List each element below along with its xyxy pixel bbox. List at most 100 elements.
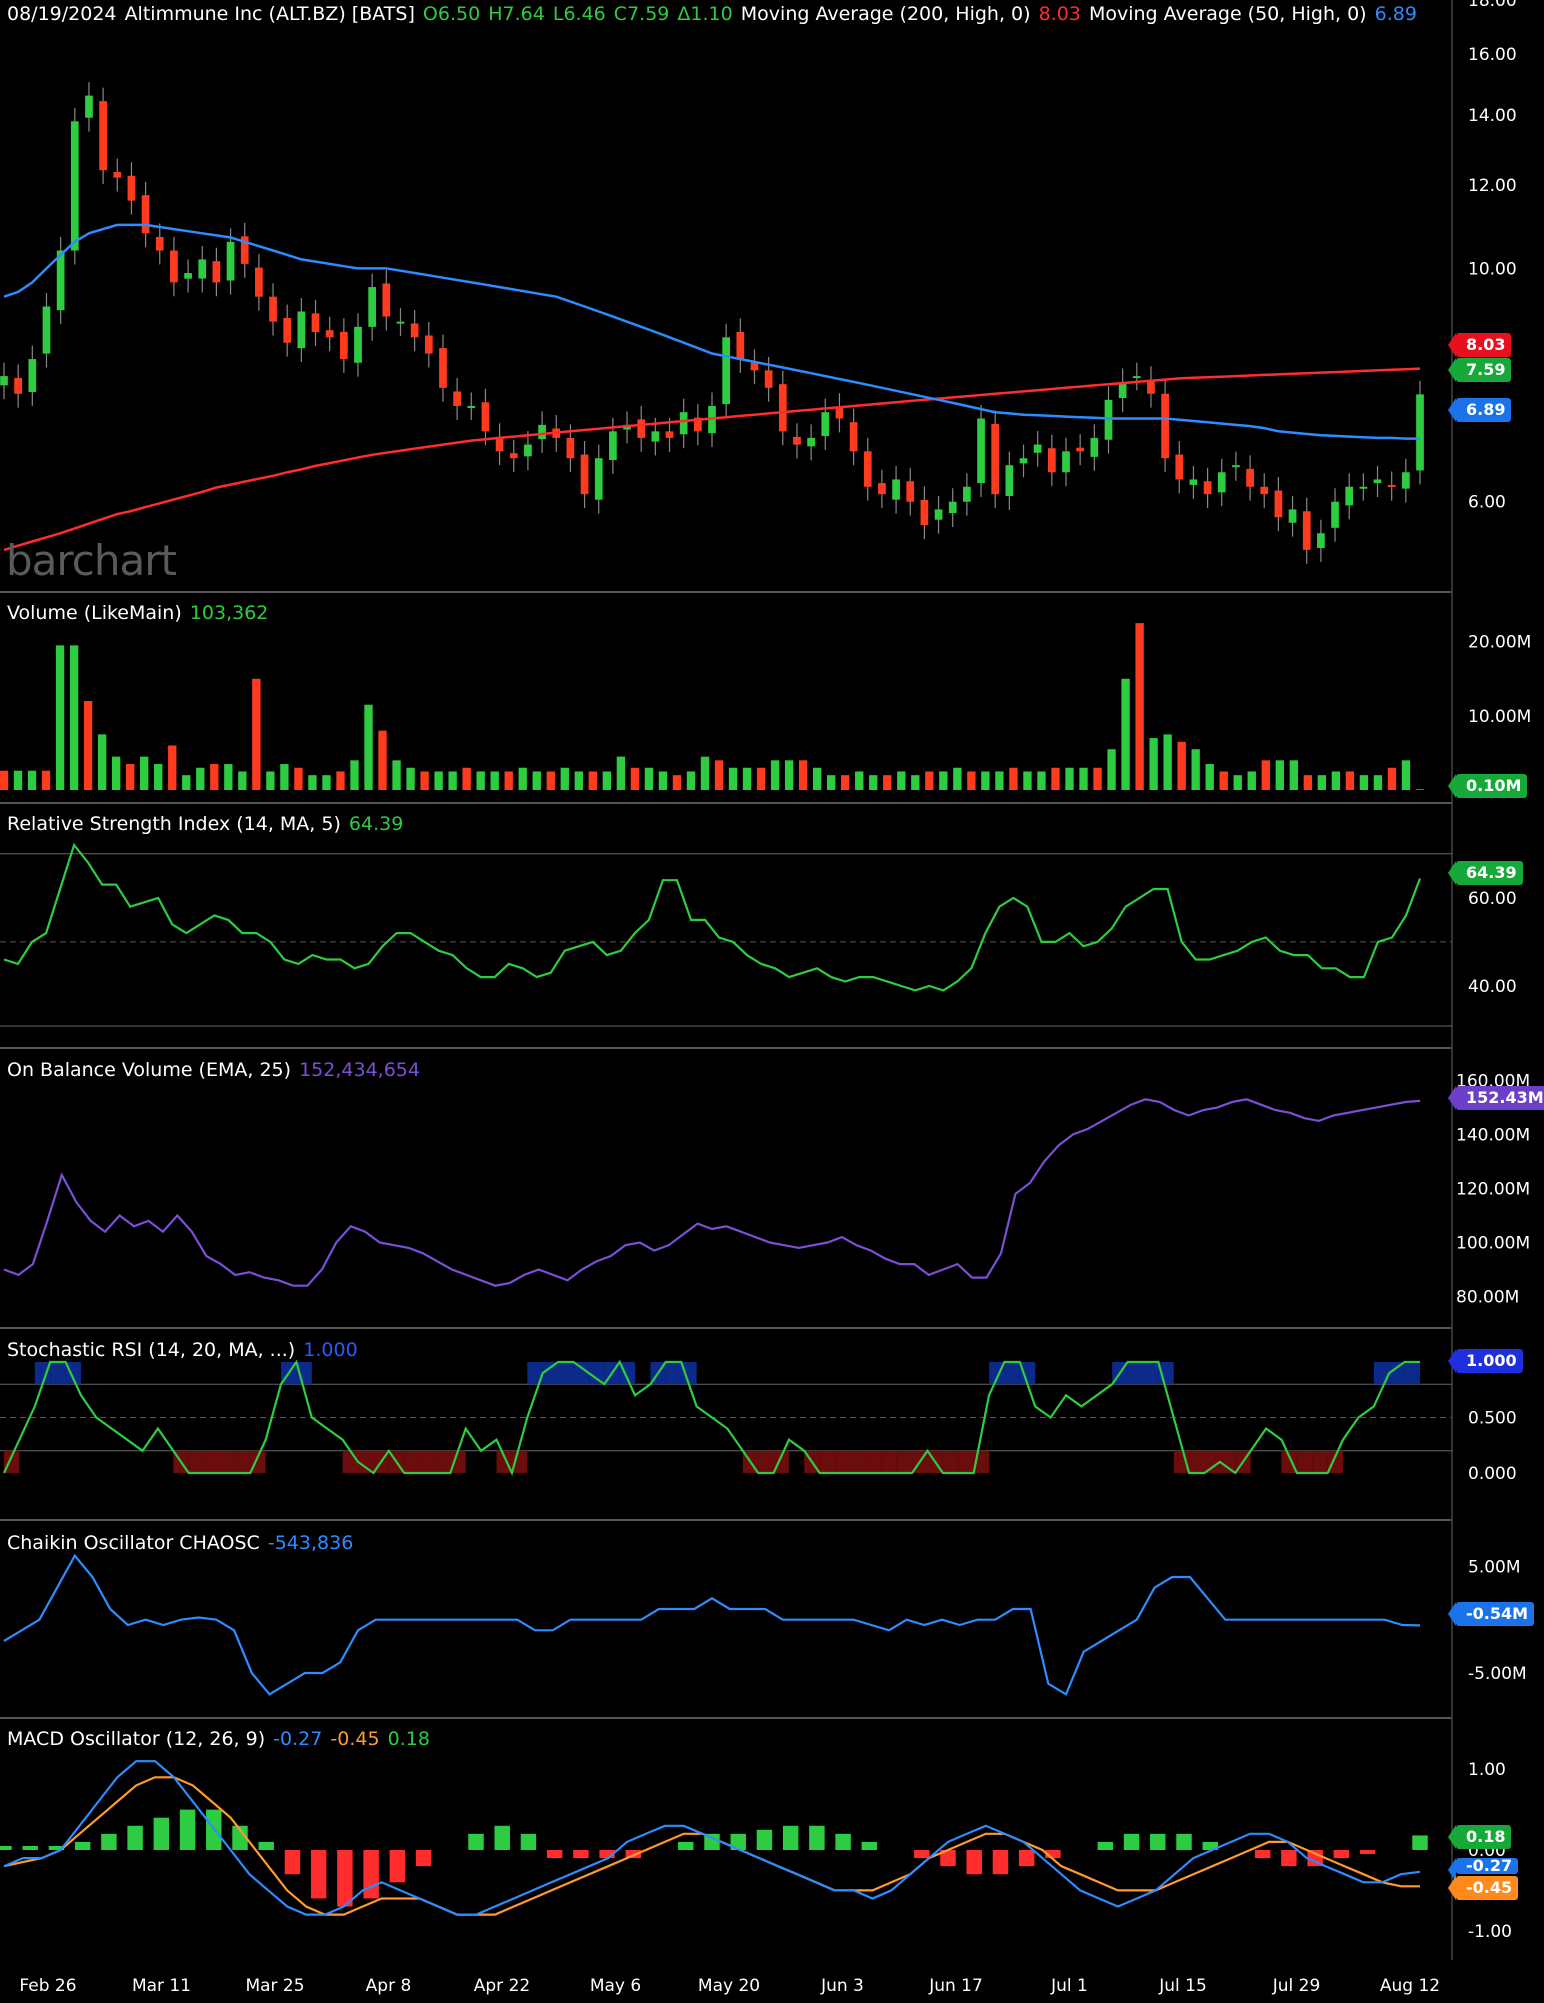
candle-body [396,321,405,324]
candle-body [863,451,872,487]
candle-body [240,236,249,264]
volume-bar [939,771,948,790]
candle-body [651,431,660,442]
chaikin-value: -543,836 [267,1532,354,1554]
price-tick-4: 10.00 [1468,259,1517,279]
obv-value: 152,434,654 [299,1059,420,1081]
volume-bar [672,775,682,790]
candle-body [878,483,886,495]
candle-body [1203,481,1212,495]
volume-value: 103,362 [189,602,269,624]
candle-body [184,273,192,279]
volume-bar [812,767,822,790]
volume-bar [700,756,710,790]
candle-body [736,331,745,360]
stoch-overbought-fill [1404,1362,1420,1385]
stoch-oversold-fill [434,1450,451,1473]
x-tick-4: Apr 22 [474,1976,530,1996]
stoch-oversold-fill [881,1450,897,1473]
candle-body [269,296,277,322]
obv-legend: On Balance Volume (EMA, 25) 152,434,654 [7,1059,422,1081]
price-tick-6: 6.00 [1468,493,1506,513]
obv-tick-1: 140.00M [1456,1125,1530,1145]
volume-bar [308,775,317,790]
candle-body [609,431,617,461]
volume-bar [546,771,555,790]
macd-histogram-bar [546,1850,563,1859]
candle-body [1033,444,1042,453]
candle-body [1260,486,1269,495]
legend-date: 08/19/2024 [7,3,117,25]
macd-tick-0: 1.00 [1468,1760,1506,1780]
stoch-oversold-fill [204,1450,220,1473]
macd-histogram-bar [415,1850,432,1867]
stoch-overbought-fill [1373,1362,1390,1385]
macd-histogram-bar [1123,1833,1140,1850]
volume-bar [1205,764,1214,790]
volume-bar [1233,775,1242,790]
volume-bar [1275,760,1284,790]
stoch-oversold-fill [1219,1450,1236,1473]
stoch-oversold-fill [1312,1450,1328,1473]
volume-bar [532,771,541,790]
candle-body [99,101,107,171]
tag-stoch: 1.000 [1448,1349,1523,1373]
volume-bar [925,771,934,790]
x-tick-5: May 6 [590,1976,641,1996]
volume-bar [1051,767,1060,790]
macd-histogram-bar [1307,1850,1323,1867]
chaikin-line [3,1553,1421,1696]
candle-body [1288,509,1297,523]
stoch-oversold-fill [1281,1450,1297,1473]
stoch-oversold-fill [1204,1450,1220,1473]
volume-bar [1065,767,1074,790]
candle-body [481,402,490,432]
macd-value-signal: -0.45 [330,1728,380,1750]
x-tick-12: Aug 12 [1380,1976,1440,1996]
volume-bar [1149,738,1158,790]
legend-open: O6.50 [422,3,481,25]
volume-bar [55,645,65,790]
candle-body [991,423,1000,495]
candle-body [821,412,830,437]
stoch-overbought-fill [50,1362,66,1385]
legend-change: Δ1.10 [677,3,733,25]
stoch-overbought-fill [558,1362,574,1385]
macd-histogram-bar [782,1825,799,1850]
macd-histogram-bar [0,1845,12,1850]
candle-body [1019,458,1028,464]
candle-body [1274,490,1283,518]
macd-histogram-bar [127,1825,143,1850]
candle-body [594,458,603,500]
volume-bar [602,771,612,790]
candle-body [1076,447,1085,452]
volume-bar [322,775,331,790]
chaikin-tick-1: -5.00M [1468,1664,1527,1684]
volume-bar [588,771,597,790]
macd-histogram-bar [1018,1850,1035,1867]
stoch-oversold-fill [865,1450,882,1473]
macd-histogram-bar [599,1850,615,1859]
legend-ma200-label: Moving Average (200, High, 0) [740,3,1031,25]
stoch-overbought-fill [681,1362,697,1385]
volume-bar [841,775,850,790]
tag-close: 7.59 [1447,358,1512,382]
x-tick-6: May 20 [698,1976,760,1996]
stoch-line [3,1359,1420,1477]
candle-body [849,422,858,452]
stoch-oversold-fill [188,1450,205,1473]
stoch-oversold-fill [250,1450,266,1473]
volume-bar [911,775,920,790]
volume-bar [210,764,219,790]
macd-histogram-bar [625,1850,642,1859]
volume-bar [364,704,373,790]
macd-histogram-bar [22,1845,38,1850]
chaikin-label: Chaikin Oscillator CHAOSC [7,1532,260,1554]
rsi-line [3,842,1422,992]
volume-bar [1177,741,1186,790]
rsi-legend: Relative Strength Index (14, MA, 5) 64.3… [7,813,405,835]
volume-bar [869,775,878,790]
candle-body [311,313,320,333]
stoch-oversold-fill [342,1450,358,1473]
volume-bar [1387,767,1397,790]
